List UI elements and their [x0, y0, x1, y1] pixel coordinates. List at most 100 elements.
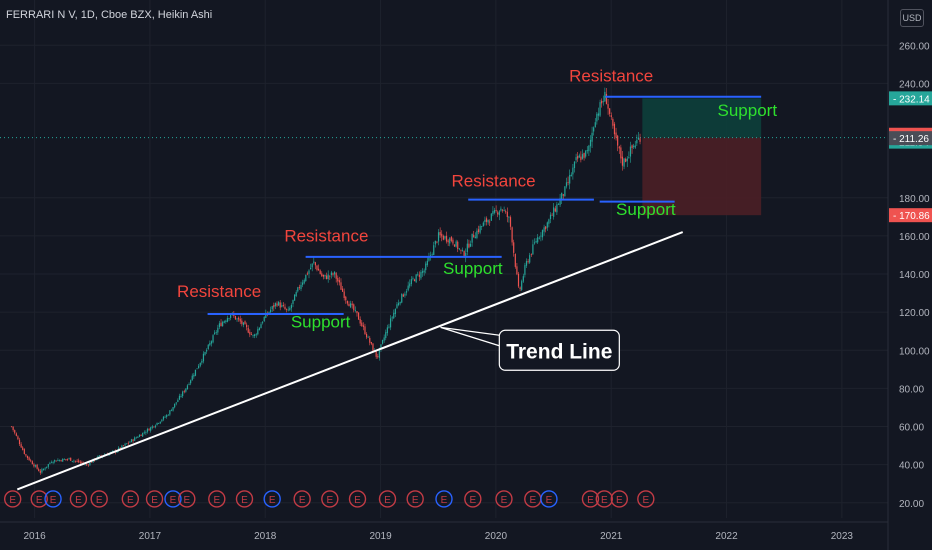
candle-body	[589, 139, 592, 147]
candle-body	[570, 174, 572, 177]
candle-body	[473, 234, 475, 238]
candle-body	[629, 146, 632, 157]
candle-body	[401, 293, 403, 303]
candle-body	[14, 430, 16, 433]
candle-body	[23, 449, 25, 454]
candle-body	[215, 331, 217, 333]
candle-body	[631, 145, 633, 148]
candle-body	[290, 305, 293, 309]
candle-body	[500, 208, 502, 211]
earnings-marker	[164, 490, 182, 508]
y-tick-label: 140.00	[899, 270, 930, 281]
candle-body	[39, 470, 41, 473]
candle-body	[457, 241, 459, 250]
y-tick-label: 180.00	[899, 194, 930, 205]
candle-body	[364, 326, 366, 335]
candle-body	[415, 274, 417, 283]
earnings-marker	[293, 490, 311, 508]
candle-body	[260, 324, 262, 329]
candle-body	[62, 458, 64, 462]
candle-body	[490, 213, 492, 221]
earnings-marker	[495, 490, 513, 508]
earnings-marker	[637, 490, 655, 508]
candle-body	[279, 302, 281, 308]
candle-body	[447, 240, 449, 243]
candle-body	[601, 100, 603, 104]
earnings-marker-letter: E	[299, 495, 306, 506]
candle-body	[204, 351, 206, 355]
candle-body	[214, 332, 216, 335]
candle-body	[87, 464, 89, 466]
candle-body	[156, 422, 158, 425]
candle-body	[356, 311, 358, 314]
candle-body	[241, 320, 243, 324]
candle-body	[262, 322, 264, 324]
candle-body	[433, 245, 435, 256]
candle-body	[497, 212, 499, 215]
price-tag-label: - 211.26	[893, 134, 929, 145]
candle-body	[543, 227, 545, 232]
candle-body	[183, 391, 185, 392]
earnings-marker-letter: E	[213, 495, 220, 506]
candle-body	[588, 145, 590, 152]
price-tag-box	[889, 131, 932, 146]
candle-body	[346, 300, 348, 304]
candle-body	[329, 275, 331, 277]
candle-body	[333, 271, 336, 275]
candle-body	[90, 461, 93, 463]
x-tick-label: 2023	[831, 531, 854, 542]
symbol-title[interactable]: FERRARI N V, 1D, Cboe BZX, Heikin Ashi	[6, 9, 213, 21]
candle-body	[302, 282, 304, 285]
x-tick-label: 2017	[139, 531, 162, 542]
candle-body	[68, 458, 70, 460]
candle-body	[506, 211, 508, 218]
earnings-marker	[208, 490, 226, 508]
y-tick-label: 20.00	[899, 499, 924, 510]
candle-body	[271, 306, 273, 310]
candle-body	[242, 322, 245, 325]
candle-body	[423, 270, 425, 273]
candle-body	[162, 416, 165, 420]
candle-body	[65, 459, 67, 460]
candle-body	[47, 464, 49, 467]
candle-body	[519, 287, 521, 289]
candle-body	[477, 229, 480, 233]
candle-body	[458, 248, 460, 250]
candle-body	[209, 342, 211, 346]
candle-body	[36, 464, 38, 469]
candle-body	[225, 320, 227, 322]
candle-body	[428, 256, 430, 261]
candle-body	[634, 145, 636, 148]
candle-body	[234, 315, 237, 320]
candle-body	[508, 216, 510, 218]
candle-body	[361, 322, 363, 326]
candle-body	[431, 254, 433, 255]
candle-body	[146, 428, 149, 432]
candle-body	[10, 426, 13, 428]
earnings-marker-letter: E	[75, 495, 82, 506]
candle-body	[230, 315, 232, 319]
candle-body	[540, 235, 542, 237]
candle-body	[140, 435, 142, 436]
candle-body	[274, 303, 277, 307]
candle-body	[418, 274, 420, 277]
candle-body	[286, 308, 288, 310]
candle-body	[129, 441, 131, 443]
candle-body	[217, 327, 219, 333]
candle-body	[466, 243, 468, 253]
candle-body	[12, 426, 14, 430]
candle-body	[405, 291, 408, 293]
candle-body	[172, 407, 174, 411]
candle-body	[380, 344, 382, 350]
candle-body	[468, 243, 470, 248]
candle-body	[257, 329, 259, 335]
candle-body	[233, 314, 235, 316]
earnings-marker	[121, 490, 140, 508]
trend-line	[16, 231, 684, 491]
candle-body	[524, 265, 526, 275]
candle-body	[596, 113, 598, 122]
x-tick-label: 2022	[715, 531, 738, 542]
earnings-marker-letter: E	[183, 495, 190, 506]
currency-button[interactable]: USD	[900, 9, 924, 27]
